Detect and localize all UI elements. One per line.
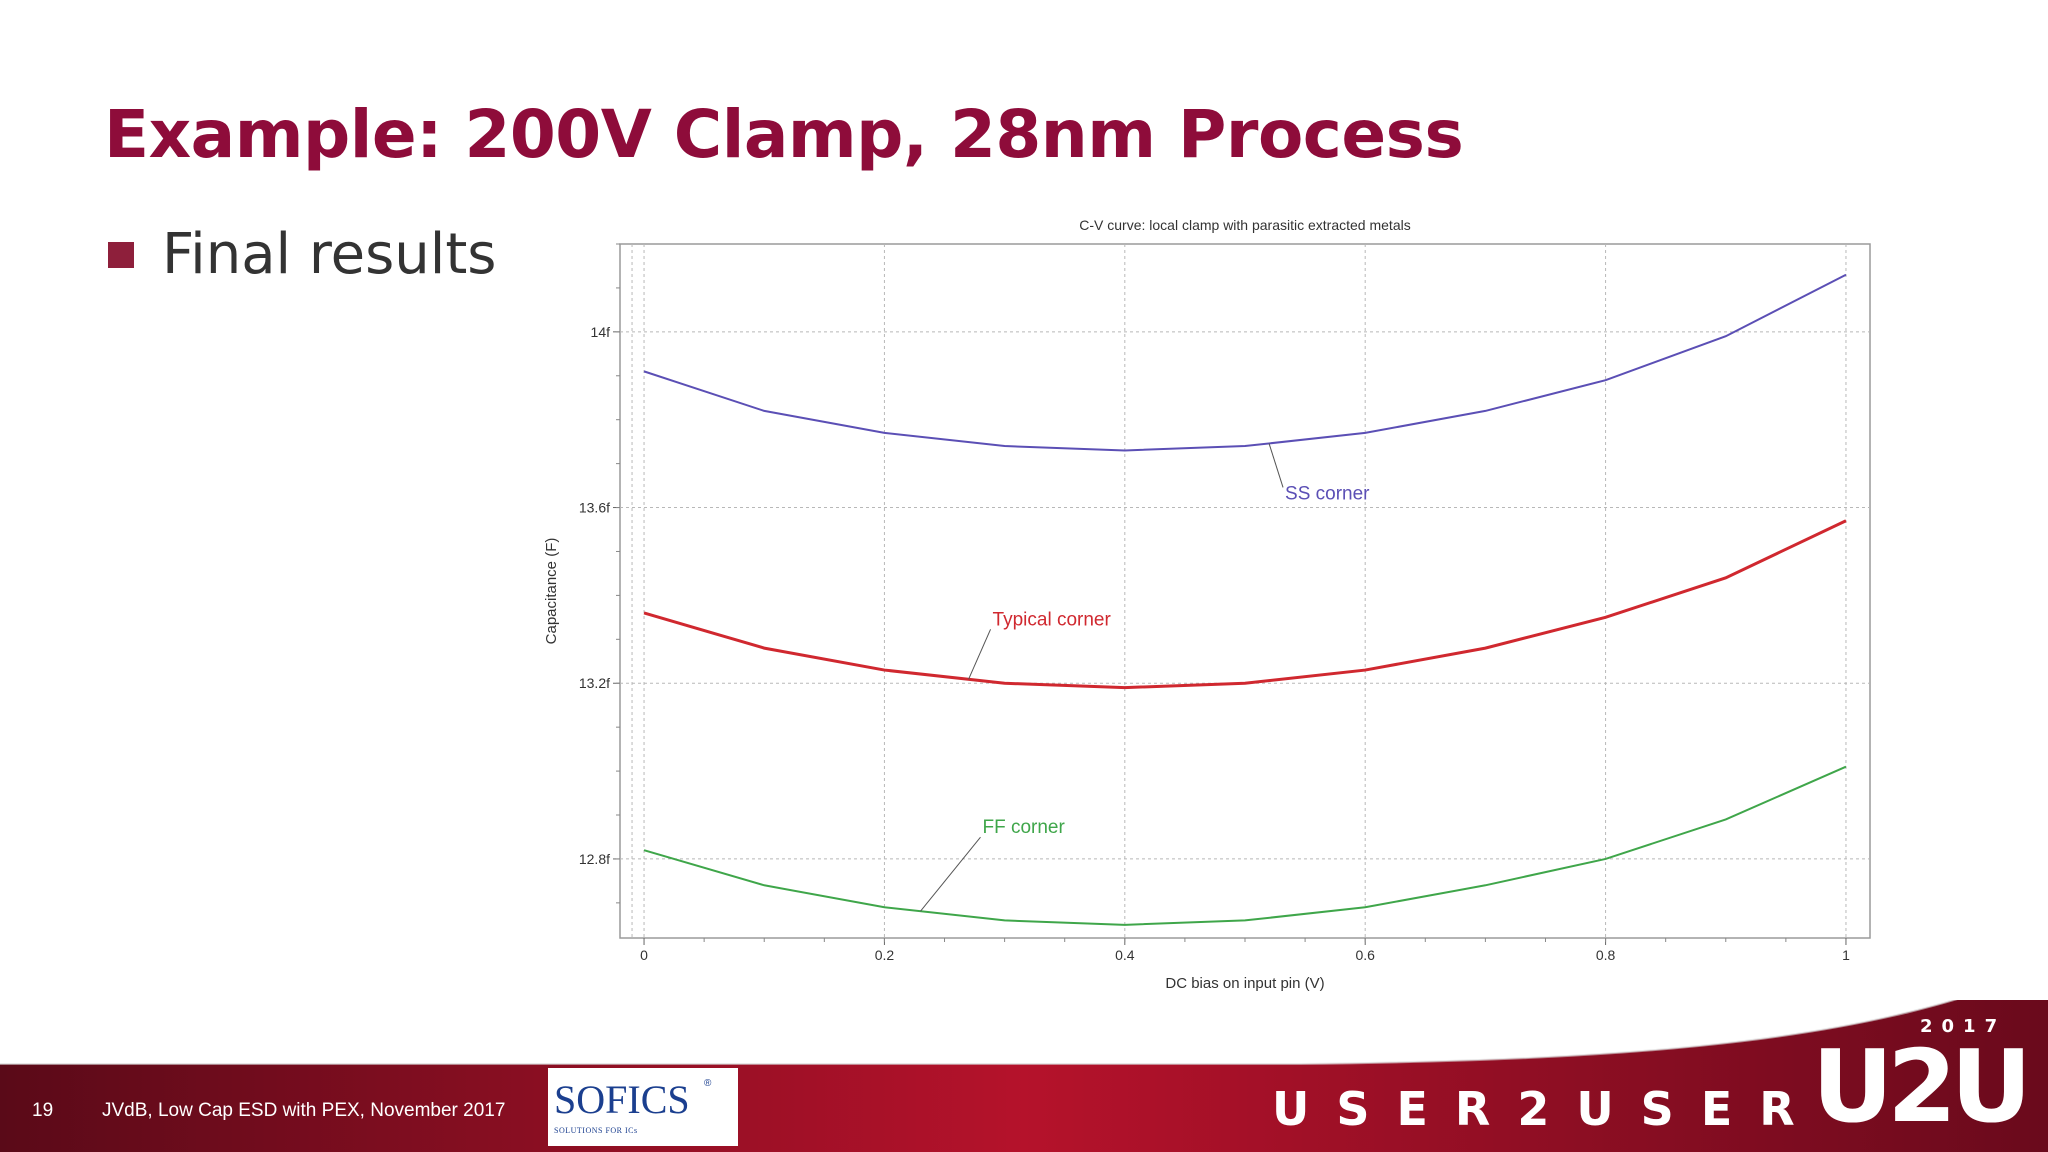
- annotation-leader: [1268, 443, 1284, 488]
- x-tick-label: 0.6: [1355, 947, 1375, 963]
- y-tick-label: 13.6f: [579, 500, 610, 516]
- sofics-tagline: SOLUTIONS FOR ICs: [554, 1126, 638, 1135]
- slide-title: Example: 200V Clamp, 28nm Process: [104, 96, 1464, 173]
- badge-year: 2017: [1920, 1016, 2007, 1037]
- user2user-wordmark: USER2USER: [1272, 1082, 1822, 1136]
- series-line-2: [643, 765, 1847, 926]
- x-tick-label: 0.8: [1596, 947, 1616, 963]
- x-tick-label: 1: [1842, 947, 1850, 963]
- annotation-label: SS corner: [1285, 483, 1370, 504]
- page-number: 19: [32, 1100, 54, 1121]
- annotation-label: FF corner: [982, 817, 1065, 838]
- series-line-0: [643, 273, 1847, 452]
- x-tick-label: 0: [640, 947, 648, 963]
- y-tick-label: 13.2f: [579, 675, 610, 691]
- bullet-item: Final results: [108, 222, 496, 287]
- footer-background: [0, 1000, 2048, 1152]
- sofics-logo-text: SOFICS: [554, 1077, 690, 1122]
- x-tick-label: 0.2: [875, 947, 895, 963]
- annotation-leader: [920, 836, 981, 912]
- y-tick-label: 12.8f: [579, 851, 610, 867]
- x-axis-label: DC bias on input pin (V): [1165, 975, 1324, 992]
- annotation-label: Typical corner: [993, 609, 1112, 630]
- chart-title: C-V curve: local clamp with parasitic ex…: [1079, 217, 1410, 233]
- footer-bar: [0, 1000, 2048, 1152]
- bullet-text: Final results: [162, 222, 497, 287]
- series-line-1: [643, 519, 1847, 690]
- annotation-leader: [968, 629, 992, 680]
- bullet-square-icon: [108, 241, 134, 268]
- x-tick-label: 0.4: [1115, 947, 1135, 963]
- u2u-logo: U2U: [1812, 1028, 2032, 1145]
- sofics-logo: SOFICS ® SOLUTIONS FOR ICs: [548, 1068, 738, 1146]
- footer-note: JVdB, Low Cap ESD with PEX, November 201…: [102, 1100, 506, 1121]
- y-tick-label: 14f: [591, 324, 611, 340]
- registered-mark: ®: [704, 1078, 712, 1089]
- y-axis-label: Capacitance (F): [543, 538, 560, 645]
- cv-curve-chart: 0 0.2 0.4 0.6 0.8 1 12.8f 13.2f 13.6f 14f C-V curv…: [543, 217, 1871, 992]
